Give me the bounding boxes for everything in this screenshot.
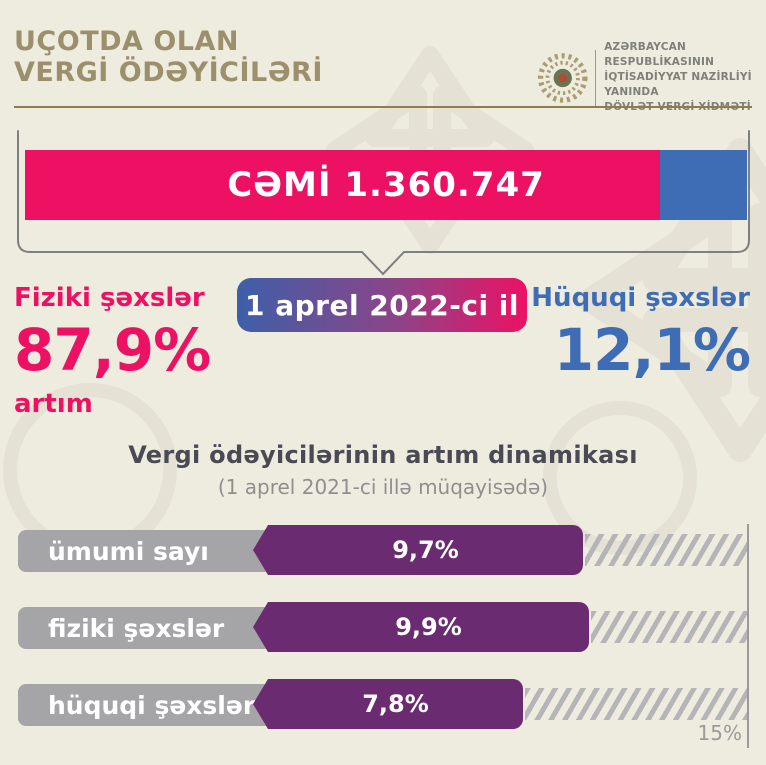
bar-label-bg: ümumi sayı <box>18 530 272 572</box>
bar-value-bar: 9,7% <box>253 525 583 575</box>
total-label: CƏMİ 1.360.747 <box>227 165 545 205</box>
axis-max-line <box>747 524 749 748</box>
agency-line2: İQTİSADİYYAT NAZİRLİYİ YANINDA <box>604 71 752 98</box>
page-title: UÇOTDA OLAN VERGİ ÖDƏYİCİLƏRİ <box>14 26 323 88</box>
agency-line1: AZƏRBAYCAN RESPUBLİKASININ <box>604 41 715 68</box>
chart-title: Vergi ödəyicilərinin artım dinamikası <box>128 441 638 469</box>
bar-label-bg: fiziki şəxslər <box>18 607 272 649</box>
header-rule <box>14 106 752 108</box>
logo-divider <box>595 49 597 106</box>
total-taxpayers-bar: CƏMİ 1.360.747 <box>25 150 747 220</box>
bar-row-legal-entities: hüquqi şəxslər 7,8% <box>18 679 748 729</box>
bar-remainder-hatch <box>591 611 748 643</box>
state-emblem-icon <box>537 52 588 103</box>
bar-value: 9,9% <box>395 613 462 641</box>
bar-value-bar: 7,8% <box>253 679 523 729</box>
bar-row-individuals: fiziki şəxslər 9,9% <box>18 602 748 652</box>
bar-value-bar: 9,9% <box>253 602 589 652</box>
date-badge: 1 aprel 2022-ci il <box>237 278 527 332</box>
legal-entities-title: Hüquqi şəxslər <box>531 283 750 313</box>
individuals-note: artım <box>14 389 93 419</box>
individuals-title: Fiziki şəxslər <box>14 283 205 313</box>
page-title-line2: VERGİ ÖDƏYİCİLƏRİ <box>14 57 323 88</box>
bar-remainder-hatch <box>585 534 748 566</box>
bar-label-bg: hüquqi şəxslər <box>18 684 272 726</box>
chart-subtitle: (1 aprel 2021-ci illə müqayisədə) <box>217 475 549 499</box>
individuals-value: 87,9% <box>14 316 211 384</box>
agency-logo: AZƏRBAYCAN RESPUBLİKASININ İQTİSADİYYAT … <box>536 40 766 115</box>
legal-entities-stat: Hüquqi şəxslər 12,1% <box>531 283 751 384</box>
legal-entities-value: 12,1% <box>553 316 751 384</box>
bar-label: hüquqi şəxslər <box>48 690 256 720</box>
axis-max-label: 15% <box>697 721 742 745</box>
bar-value: 7,8% <box>362 690 429 718</box>
bar-label: fiziki şəxslər <box>48 613 225 643</box>
bar-label: ümumi sayı <box>48 536 209 566</box>
bar-remainder-hatch <box>525 688 748 720</box>
bar-value: 9,7% <box>392 536 459 564</box>
agency-name: AZƏRBAYCAN RESPUBLİKASININ İQTİSADİYYAT … <box>604 40 766 115</box>
legal-entities-segment <box>659 150 747 220</box>
date-badge-label: 1 aprel 2022-ci il <box>244 288 519 322</box>
page-title-line1: UÇOTDA OLAN <box>14 26 239 57</box>
individuals-stat: Fiziki şəxslər 87,9% artım <box>14 283 211 419</box>
bar-row-total-count: ümumi sayı 9,7% <box>18 525 748 575</box>
